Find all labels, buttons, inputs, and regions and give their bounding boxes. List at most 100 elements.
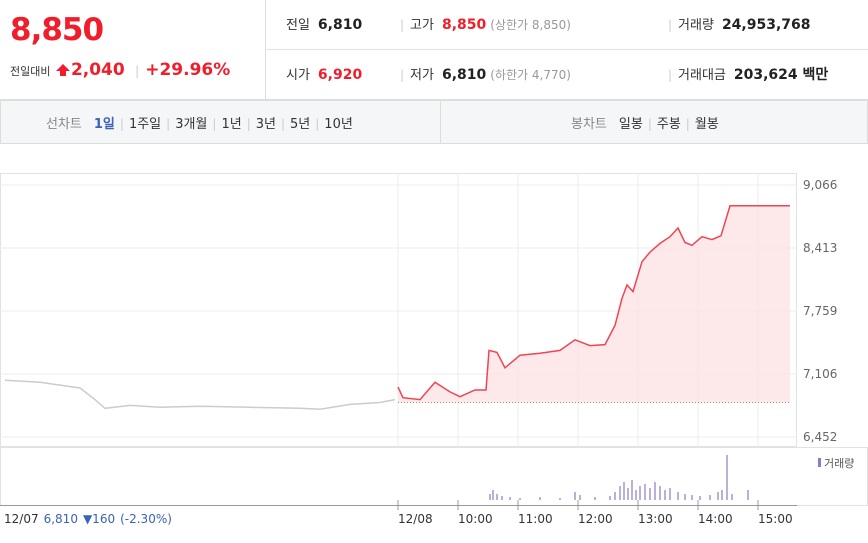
chart: 9,066 8,413 7,759 7,106 6,452 12/08 10:00 11:00…: [0, 173, 868, 526]
volume-bar: [699, 496, 701, 500]
x-tick-label: 11:00: [518, 512, 553, 526]
info-label: 거래량: [678, 18, 714, 33]
info-note: (하한가 4,770): [490, 68, 571, 82]
y-tick-label: 7,759: [803, 304, 837, 318]
volume-bar: [579, 495, 581, 500]
volume-bar: [509, 497, 511, 500]
info-label: 전일: [286, 18, 310, 33]
change-line: 전일대비 2,040 | +29.96%: [10, 60, 231, 80]
tab-item[interactable]: 주봉: [656, 117, 681, 132]
volume-bar: [574, 492, 576, 500]
volume-bar: [501, 496, 503, 500]
x-tick-label: 10:00: [458, 512, 493, 526]
volume-bar: [677, 492, 679, 500]
tab-item[interactable]: 5년: [290, 117, 311, 132]
up-icon: [55, 64, 70, 76]
volume-bar: [496, 494, 498, 500]
y-tick-label: 8,413: [803, 241, 837, 255]
tab-item[interactable]: 1일: [93, 117, 115, 132]
price-line: [397, 205, 790, 401]
tab-item[interactable]: 1년: [221, 117, 242, 132]
x-tick-label: 14:00: [698, 512, 733, 526]
volume-bar: [717, 492, 719, 500]
separator: |: [315, 117, 320, 131]
info-value: 6,810: [317, 17, 363, 33]
volume-bar: [654, 482, 656, 500]
volume-bar: [731, 494, 733, 500]
price-box: 8,850 전일대비 2,040 | +29.96%: [0, 0, 266, 100]
info-value: 203,624 백만: [733, 67, 829, 83]
footer-close: 6,810: [44, 512, 78, 526]
y-tick-label: 6,452: [803, 430, 837, 444]
tab-item[interactable]: 월봉: [694, 117, 719, 132]
x-tick-label: 12:00: [578, 512, 613, 526]
volume-bar: [619, 486, 621, 500]
info-label: 거래대금: [678, 68, 726, 83]
info-cell: | 고가 8,850 (상한가 8,850): [400, 14, 571, 33]
volume-bar: [635, 490, 637, 500]
volume-bar: [726, 455, 728, 500]
info-label: 저가: [410, 68, 434, 83]
tab-item[interactable]: 일봉: [618, 117, 643, 132]
info-label: 고가: [410, 18, 434, 33]
volume-bar: [664, 490, 666, 500]
volume-bar: [594, 497, 596, 500]
x-tick-label: 12/08: [398, 512, 433, 526]
info-label: 시가: [286, 68, 310, 83]
separator: |: [668, 68, 673, 82]
volume-bar: [631, 480, 633, 500]
info-cell: | 거래대금 203,624 백만: [668, 64, 829, 84]
volume-bar: [519, 498, 521, 500]
info-cell: 전일 6,810: [286, 14, 362, 33]
volume-bar: [691, 495, 693, 500]
info-row: [266, 0, 868, 50]
info-cell: | 저가 6,810 (하한가 4,770): [400, 64, 571, 83]
separator: |: [668, 18, 673, 32]
separator: |: [400, 18, 405, 32]
separator: |: [280, 117, 286, 131]
volume-bar: [609, 496, 611, 500]
area: [398, 205, 790, 403]
separator: |: [119, 117, 124, 131]
change: 2,040: [70, 60, 125, 80]
info-note: (상한가 8,850): [490, 18, 571, 32]
volume-bar: [721, 490, 723, 500]
legend-label: 거래량: [824, 457, 854, 470]
separator: |: [212, 117, 217, 131]
footer: 12/07 6,810 ▼160 (-2.30%): [4, 512, 172, 526]
volume-bar: [684, 494, 686, 500]
footer-rate: (-2.30%): [120, 512, 172, 526]
separator: |: [166, 117, 171, 131]
volume-bar: [747, 490, 749, 500]
volume-bar: [539, 497, 541, 500]
separator: |: [685, 117, 690, 131]
volume-bar: [492, 490, 494, 500]
volume-bar: [623, 482, 625, 500]
volume-bar: [659, 486, 661, 500]
tab-item[interactable]: 10년: [324, 117, 353, 132]
volume-bar: [627, 488, 629, 500]
price-line: [4, 379, 396, 410]
tab-item[interactable]: 3개월: [175, 117, 208, 132]
info-value: 24,953,768: [721, 17, 811, 33]
tab-label: 봉차트: [571, 117, 607, 132]
volume-bar: [559, 498, 561, 500]
tab-bar: [0, 100, 868, 144]
change-rate: +29.96%: [145, 60, 231, 80]
info-value: 6,810: [441, 67, 487, 83]
footer-change: ▼160: [83, 512, 115, 526]
x-tick-label: 13:00: [638, 512, 673, 526]
tab-item[interactable]: 1주일: [128, 117, 162, 132]
info-value: 6,920: [317, 67, 363, 83]
volume-bar: [649, 488, 651, 500]
volume-bar: [709, 495, 711, 500]
tab-label: 선차트: [46, 117, 82, 132]
tab-item[interactable]: 3년: [255, 117, 276, 132]
volume-bar: [644, 484, 646, 500]
tab-group: 선차트 1일 | 1주일 | 3개월 | 1년 | 3년 | 5년 | 10년: [46, 113, 353, 132]
separator: |: [400, 68, 405, 82]
tab-group: 봉차트 일봉 | 주봉 | 월봉: [571, 113, 719, 132]
info-value: 8,850: [441, 17, 487, 33]
y-tick-label: 7,106: [803, 367, 837, 381]
change-label: 전일대비: [10, 65, 51, 78]
